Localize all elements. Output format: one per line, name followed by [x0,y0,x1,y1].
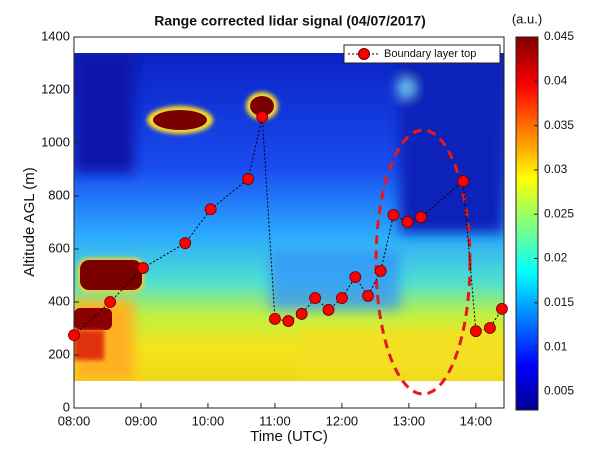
point [68,329,80,342]
x-tick-label: 08:00 [58,413,91,428]
colorbar-label: (a.u.) [512,11,542,26]
heatmap [74,53,504,381]
colorbar-tick-label: 0.02 [544,251,568,265]
point [349,271,362,283]
y-tick-label: 0 [63,399,70,414]
annotation-ellipse [374,128,472,396]
colorbar-tick-label: 0.025 [544,206,574,220]
y-tick-label: 200 [48,346,70,361]
point [387,209,400,221]
point [496,302,508,315]
x-tick-label: 09:00 [125,413,158,428]
point [374,265,387,277]
colorbar-tick-label: 0.035 [544,118,574,132]
y-tick-label: 600 [48,240,70,255]
y-tick-label: 1000 [41,134,70,149]
colorbar-tick-label: 0.045 [544,29,574,43]
x-tick-label: 14:00 [460,413,493,428]
legend-marker [358,48,370,60]
colorbar-tick-label: 0.015 [544,295,574,309]
y-tick-label: 400 [48,293,70,308]
legend-label: Boundary layer top [384,48,476,60]
point [309,292,322,304]
point [362,290,374,302]
point [269,313,281,325]
colorbar-tick-label: 0.04 [544,73,568,87]
colorbar [515,36,539,411]
point [469,325,482,338]
point [415,211,427,224]
x-tick-label: 12:00 [326,413,359,428]
y-tick-label: 1200 [41,81,70,96]
point [401,216,414,228]
point [457,175,470,188]
point [104,296,117,308]
point [322,304,335,316]
point [204,203,217,216]
point [484,322,496,334]
point [242,173,255,185]
point [336,292,348,304]
point [282,315,295,327]
legend-box [343,44,501,64]
x-tick-label: 11:00 [259,413,291,428]
point [179,237,192,250]
axes-frame [73,36,505,409]
y-axis-label: Altitude AGL (m) [21,167,38,276]
chart-title: Range corrected lidar signal (04/07/2017… [154,13,426,29]
colorbar-tick-label: 0.01 [544,339,568,353]
colorbar-tick-label: 0.03 [544,162,568,176]
x-axis-label: Time (UTC) [250,428,328,445]
colorbar-tick-label: 0.005 [544,384,574,398]
y-tick-label: 1400 [41,28,70,43]
x-tick-label: 13:00 [393,413,426,428]
point [137,262,149,274]
x-tick-label: 10:00 [192,413,225,428]
point [256,111,269,123]
y-tick-label: 800 [48,187,70,202]
point [295,308,308,320]
